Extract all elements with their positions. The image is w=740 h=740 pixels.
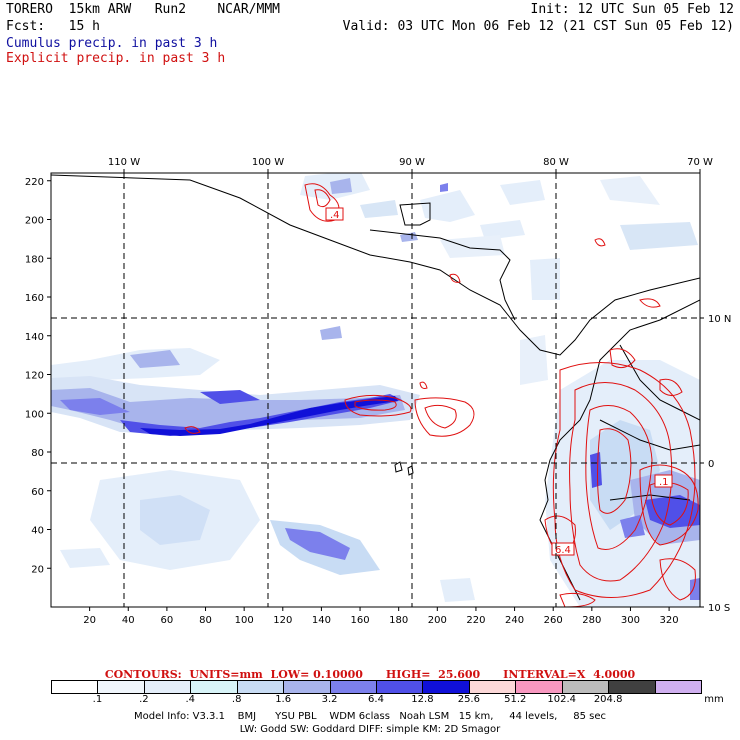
colorbar-label: .1 xyxy=(92,694,103,705)
contour-labels: .4 .1 6.4 xyxy=(325,207,673,556)
x-tick-label: 20 xyxy=(83,615,96,626)
lon-label: 100 W xyxy=(252,157,284,168)
colorbar-swatch xyxy=(97,680,145,694)
forecast-hour: Fcst: 15 h xyxy=(6,19,100,34)
lat-label: 0 xyxy=(708,459,714,470)
lon-label: 110 W xyxy=(108,157,140,168)
contour-label-1: .4 xyxy=(330,210,340,221)
colorbar-swatch xyxy=(468,680,517,694)
x-tick-label: 40 xyxy=(122,615,135,626)
x-tick-label: 80 xyxy=(199,615,212,626)
init-time: Init: 12 UTC Sun 05 Feb 12 xyxy=(530,2,735,17)
x-tick-label: 100 xyxy=(235,615,254,626)
x-tick-label: 300 xyxy=(621,615,640,626)
contour-label-2: .1 xyxy=(659,477,669,488)
colorbar-label: .2 xyxy=(139,694,149,705)
y-tick-label: 100 xyxy=(25,409,44,420)
colorbar-label: .8 xyxy=(231,694,242,705)
colorbar-label: 25.6 xyxy=(457,694,480,705)
contour-label-3: 6.4 xyxy=(555,545,571,556)
colorbar-swatch xyxy=(51,680,99,694)
precip-map: .4 .1 6.4 20 40 60 80 100 120 140 160 180 200 220 2… xyxy=(25,157,731,626)
y-tick-label: 120 xyxy=(25,371,44,382)
contour-info: CONTOURS: UNITS=mm LOW= 0.10000 HIGH= 25… xyxy=(104,668,636,681)
fcst-label: Fcst: xyxy=(6,19,46,34)
graticule xyxy=(51,173,700,607)
colorbar-swatch xyxy=(329,680,377,694)
y-tick-label: 40 xyxy=(31,526,44,537)
center-name: NCAR/MMM xyxy=(217,2,280,17)
footer-model-info: Model Info: V3.3.1 BMJ YSU PBL WDM 6clas… xyxy=(134,711,606,722)
x-tick-label: 200 xyxy=(428,615,447,626)
lat-label: 10 S xyxy=(708,603,730,614)
valid-time: Valid: 03 UTC Mon 06 Feb 12 (21 CST Sun … xyxy=(342,19,734,34)
precip-shading xyxy=(51,173,700,607)
colorbar-swatch xyxy=(608,680,656,694)
lon-label: 70 W xyxy=(687,157,713,168)
field-explicit-label: Explicit precip. in past 3 h xyxy=(6,51,226,66)
x-tick-label: 320 xyxy=(660,615,679,626)
x-tick-label: 60 xyxy=(161,615,174,626)
x-tick-label: 160 xyxy=(351,615,370,626)
y-tick-label: 140 xyxy=(25,332,44,343)
x-tick-label: 240 xyxy=(505,615,524,626)
fcst-value: 15 h xyxy=(68,19,100,34)
x-tick-label: 140 xyxy=(312,615,331,626)
colorbar-label: 204.8 xyxy=(593,694,623,705)
header-line-1: TORERO 15km ARW Run2 NCAR/MMM xyxy=(6,2,280,17)
colorbar-swatch xyxy=(236,680,285,694)
colorbar-label: 51.2 xyxy=(504,694,527,705)
colorbar-swatch xyxy=(654,680,702,694)
footer-physics: LW: Godd SW: Goddard DIFF: simple KM: 2D… xyxy=(239,724,501,735)
colorbar-label: 3.2 xyxy=(321,694,338,705)
y-tick-label: 180 xyxy=(25,254,44,265)
run-name: Run2 xyxy=(154,2,187,17)
x-tick-label: 120 xyxy=(273,615,292,626)
colorbar-label: 6.4 xyxy=(368,694,384,705)
field-cumulus-label: Cumulus precip. in past 3 h xyxy=(6,36,218,51)
model-name: TORERO xyxy=(6,2,53,17)
colorbar-swatch xyxy=(376,680,424,694)
colorbar-units: mm xyxy=(704,694,724,705)
colorbar-swatch xyxy=(190,680,238,694)
y-tick-label: 60 xyxy=(31,487,44,498)
colorbar-label: 102.4 xyxy=(547,694,577,705)
x-tick-label: 220 xyxy=(466,615,485,626)
colorbar-swatch xyxy=(561,680,610,694)
y-tick-label: 220 xyxy=(25,177,44,188)
explicit-contours xyxy=(184,183,699,607)
y-tick-label: 160 xyxy=(25,293,44,304)
map-frame xyxy=(50,172,701,608)
colorbar-label: .4 xyxy=(185,694,196,705)
colorbar-swatch xyxy=(422,680,470,694)
x-tick-label: 180 xyxy=(389,615,408,626)
model-resolution: 15km ARW xyxy=(68,2,132,17)
colorbar-swatch xyxy=(283,680,331,694)
x-tick-label: 260 xyxy=(544,615,563,626)
x-tick-label: 280 xyxy=(582,615,601,626)
lon-label: 80 W xyxy=(543,157,569,168)
y-tick-label: 200 xyxy=(25,216,44,227)
y-tick-label: 80 xyxy=(31,448,44,459)
y-tick-label: 20 xyxy=(31,564,44,575)
lon-label: 90 W xyxy=(399,157,425,168)
lat-label: 10 N xyxy=(708,314,731,325)
colorbar-swatch xyxy=(143,680,192,694)
axis-ticks: 20 40 60 80 100 120 140 160 180 200 220 240 260 280 30… xyxy=(25,157,731,626)
colorbar-label: 12.8 xyxy=(411,694,434,705)
colorbar-label: 1.6 xyxy=(275,694,292,705)
colorbar-swatch xyxy=(515,680,563,694)
